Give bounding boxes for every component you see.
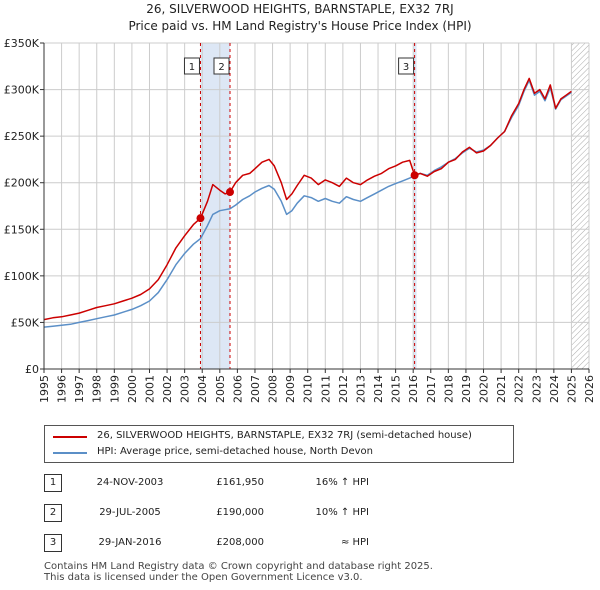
chart-legend: 26, SILVERWOOD HEIGHTS, BARNSTAPLE, EX32… bbox=[44, 425, 514, 463]
y-tick-label: £250K bbox=[4, 130, 40, 143]
y-tick-label: £200K bbox=[4, 177, 40, 190]
x-tick-label: 2014 bbox=[372, 375, 385, 403]
y-tick-label: £0 bbox=[25, 363, 39, 376]
x-tick-label: 2011 bbox=[319, 375, 332, 403]
x-tick-label: 2017 bbox=[425, 375, 438, 403]
transaction-hpi-comparison: ≈ HPI bbox=[340, 537, 369, 548]
x-tick-label: 2016 bbox=[407, 375, 420, 403]
x-tick-label: 1998 bbox=[91, 375, 104, 403]
x-tick-label: 2018 bbox=[442, 375, 455, 403]
property-series-line bbox=[43, 77, 572, 321]
transaction-hpi-comparison: 16% ↑ HPI bbox=[315, 477, 369, 488]
x-tick-label: 2009 bbox=[284, 375, 297, 403]
plot-area bbox=[44, 43, 589, 369]
y-tick-label: £50K bbox=[11, 316, 40, 329]
x-tick-label: 1995 bbox=[38, 375, 51, 403]
x-tick-label: 2000 bbox=[126, 375, 139, 403]
x-tick-label: 1999 bbox=[108, 375, 121, 403]
sale-marker-badge bbox=[183, 57, 200, 75]
transaction-number: 2 bbox=[44, 504, 62, 522]
footer-licence: This data is licensed under the Open Gov… bbox=[44, 572, 363, 583]
transaction-number: 1 bbox=[44, 474, 62, 492]
price-chart: 1 2 3 £0 £50K £100K £150K £200K £250K £300K £350K… bbox=[4, 37, 596, 403]
x-tick-label: 2005 bbox=[214, 375, 227, 403]
sale-marker-badge-label: 3 bbox=[403, 62, 409, 73]
transaction-hpi-comparison: 10% ↑ HPI bbox=[315, 507, 369, 518]
y-tick-label: £100K bbox=[4, 270, 40, 283]
x-tick-label: 2006 bbox=[231, 375, 244, 403]
x-tick-label: 2012 bbox=[337, 375, 350, 403]
forecast-hatch bbox=[571, 43, 589, 369]
legend-label-property: 26, SILVERWOOD HEIGHTS, BARNSTAPLE, EX32… bbox=[97, 430, 472, 441]
x-tick-label: 2001 bbox=[143, 375, 156, 403]
x-tick-label: 1996 bbox=[56, 375, 69, 403]
x-tick-label: 2019 bbox=[460, 375, 473, 403]
x-tick-label: 2023 bbox=[530, 375, 543, 403]
sale-marker-badge-label: 1 bbox=[189, 62, 195, 73]
transaction-date: 29-JAN-2016 bbox=[98, 537, 162, 548]
x-tick-label: 2020 bbox=[478, 375, 491, 403]
legend-label-hpi: HPI: Average price, semi-detached house,… bbox=[97, 446, 373, 457]
x-tick-label: 2002 bbox=[161, 375, 174, 403]
sale-marker-badge-label: 2 bbox=[218, 62, 224, 73]
sale-point bbox=[226, 188, 235, 197]
transaction-price: £208,000 bbox=[216, 537, 264, 548]
sale-point bbox=[196, 214, 205, 223]
transaction-price: £161,950 bbox=[216, 477, 264, 488]
x-tick-label: 2008 bbox=[267, 375, 280, 403]
x-tick-label: 1997 bbox=[73, 375, 86, 403]
transaction-number: 3 bbox=[44, 534, 62, 552]
chart-title-line-1: 26, SILVERWOOD HEIGHTS, BARNSTAPLE, EX32… bbox=[146, 2, 454, 16]
transaction-date: 29-JUL-2005 bbox=[99, 507, 161, 518]
transaction-date: 24-NOV-2003 bbox=[96, 477, 164, 488]
sale-marker-badge bbox=[213, 57, 230, 75]
x-tick-label: 2010 bbox=[302, 375, 315, 403]
x-tick-label: 2003 bbox=[179, 375, 192, 403]
x-tick-label: 2004 bbox=[196, 375, 209, 403]
x-tick-label: 2013 bbox=[354, 375, 367, 403]
x-tick-label: 2007 bbox=[249, 375, 262, 403]
x-tick-label: 2015 bbox=[390, 375, 403, 403]
y-tick-label: £150K bbox=[4, 223, 40, 236]
transaction-price: £190,000 bbox=[216, 507, 264, 518]
sale-marker-badge bbox=[398, 57, 415, 75]
x-tick-label: 2021 bbox=[495, 375, 508, 403]
y-tick-label: £300K bbox=[4, 84, 40, 97]
x-tick-label: 2024 bbox=[548, 375, 561, 403]
legend-swatch-property bbox=[53, 436, 87, 438]
footer-copyright: Contains HM Land Registry data © Crown c… bbox=[44, 561, 433, 572]
sale-point bbox=[410, 171, 419, 180]
x-tick-label: 2022 bbox=[513, 375, 526, 403]
y-tick-label: £350K bbox=[4, 37, 40, 50]
chart-title-line-2: Price paid vs. HM Land Registry's House … bbox=[128, 19, 472, 33]
x-tick-label: 2026 bbox=[583, 375, 596, 403]
x-tick-label: 2025 bbox=[565, 375, 578, 403]
legend-swatch-hpi bbox=[53, 452, 87, 454]
